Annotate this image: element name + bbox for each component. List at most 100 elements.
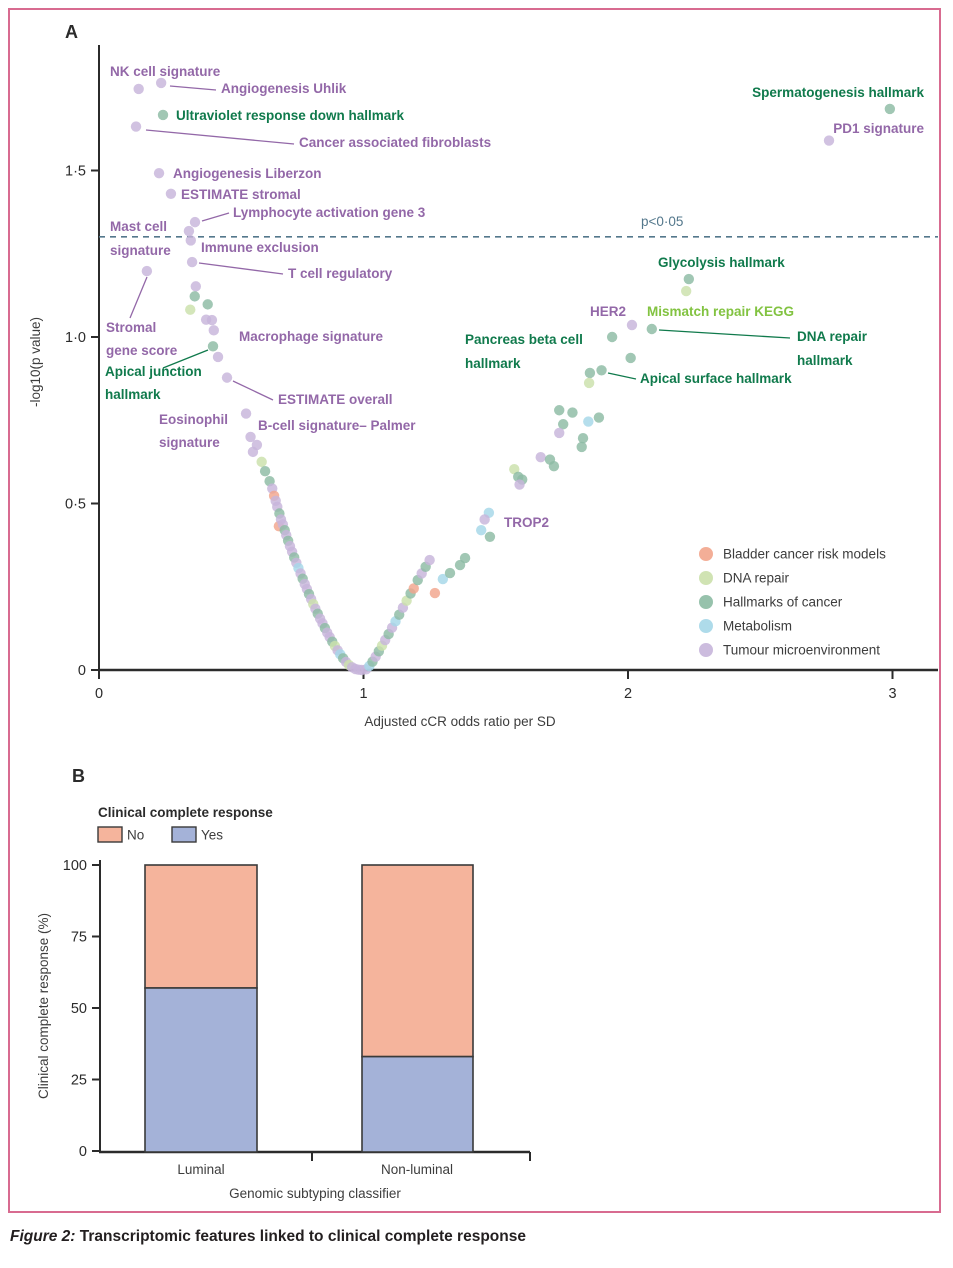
scatter-point	[606, 331, 618, 343]
scatter-point	[259, 465, 271, 477]
scatter-point	[577, 433, 589, 444]
scatter-point	[189, 291, 200, 302]
annotation-leader-line	[201, 212, 230, 222]
annotation-label: ESTIMATE stromal	[181, 187, 301, 202]
scatter-point	[626, 319, 638, 331]
annotation-leader-line	[232, 380, 274, 401]
scatter-point	[202, 299, 213, 310]
scatter-point	[444, 567, 456, 579]
annotation-leader-line	[198, 262, 284, 275]
scatter-point	[823, 135, 835, 146]
figure-caption: Figure 2: Transcriptomic features linked…	[10, 1228, 526, 1246]
scatter-point	[251, 439, 263, 451]
annotation-label: p<0·05	[641, 214, 683, 229]
scatter-point	[584, 367, 596, 379]
annotation-label: Angiogenesis Liberzon	[173, 166, 322, 181]
scatter-point	[186, 256, 198, 268]
category-label: Non-luminal	[381, 1162, 453, 1177]
scatter-point	[408, 583, 419, 594]
scatter-point	[240, 408, 252, 419]
scatter-point	[245, 431, 256, 443]
annotation-leader-line	[169, 85, 217, 91]
annotation-label: T cell regulatory	[288, 266, 393, 281]
legend-label-yes: Yes	[201, 828, 223, 843]
bar-no-0	[144, 864, 258, 989]
annotation-label: Mast cell	[110, 219, 167, 234]
scatter-point	[206, 314, 218, 326]
scatter-point	[509, 464, 520, 475]
annotation-label: Stromal	[106, 320, 156, 335]
legend-swatch-no	[97, 826, 123, 843]
figure-caption-label: Figure 2:	[10, 1228, 76, 1245]
annotation-label: Macrophage signature	[239, 329, 384, 344]
annotation-label: Spermatogenesis hallmark	[752, 85, 924, 100]
y-tick-label: 1·5	[65, 164, 86, 180]
y-tick-label: 0	[79, 1144, 87, 1160]
scatter-point	[884, 103, 896, 115]
legend-label: DNA repair	[723, 571, 790, 586]
annotation-label: ESTIMATE overall	[278, 392, 393, 407]
y-tick-label: 0·5	[65, 497, 86, 513]
scatter-point	[165, 188, 177, 200]
scatter-point	[567, 407, 578, 418]
legend-label: Tumour microenvironment	[723, 643, 880, 658]
annotation-label: Lymphocyte activation gene 3	[233, 205, 426, 220]
scatter-point	[554, 405, 565, 416]
y-tick-label: 0	[78, 663, 86, 679]
annotation-label: Pancreas beta cell	[465, 332, 583, 347]
scatter-point	[157, 109, 169, 121]
annotation-label: Angiogenesis Uhlik	[221, 81, 347, 96]
figure-caption-text: Transcriptomic features linked to clinic…	[75, 1228, 526, 1245]
annotation-leader-line	[162, 349, 209, 369]
legend-swatch-m	[699, 619, 713, 633]
scatter-point	[548, 461, 560, 472]
scatter-point	[221, 372, 233, 383]
panel-a-x-axis-title: Adjusted cCR odds ratio per SD	[364, 714, 556, 729]
scatter-point	[683, 273, 695, 285]
scatter-point	[185, 304, 196, 315]
annotation-label: B-cell signature– Palmer	[258, 418, 416, 433]
annotation-label: signature	[110, 243, 171, 258]
annotation-label: Apical surface hallmark	[640, 371, 792, 386]
scatter-point	[185, 235, 196, 246]
panel-b-y-axis-title: Clinical complete response (%)	[36, 913, 51, 1099]
annotation-label: Cancer associated fibroblasts	[299, 135, 491, 150]
annotation-label: Glycolysis hallmark	[658, 255, 785, 270]
scatter-point	[583, 416, 594, 427]
y-tick-label: 75	[71, 930, 87, 946]
scatter-point	[183, 225, 195, 237]
annotation-label: NK cell signature	[110, 64, 221, 79]
scatter-point	[429, 587, 441, 599]
scatter-point	[437, 573, 449, 585]
scatter-point	[189, 216, 201, 228]
scatter-point	[576, 441, 587, 453]
legend-label-no: No	[127, 828, 144, 843]
panel-b-label: B	[72, 766, 85, 786]
scatter-point	[208, 325, 219, 336]
x-tick-label: 1	[359, 686, 367, 702]
scatter-point	[680, 285, 692, 297]
annotation-label: hallmark	[465, 356, 521, 371]
y-tick-label: 50	[71, 1001, 87, 1017]
scatter-point	[207, 341, 219, 352]
annotation-label: DNA repair	[797, 329, 868, 344]
legend-swatch-d	[699, 571, 713, 585]
y-tick-label: 25	[71, 1073, 87, 1089]
scatter-point	[554, 427, 565, 439]
scatter-point	[141, 265, 153, 277]
x-tick-label: 3	[888, 686, 896, 702]
annotation-leader-line	[129, 276, 148, 319]
scatter-point	[130, 121, 142, 132]
scatter-point	[479, 514, 490, 525]
scatter-point	[535, 452, 546, 463]
scatter-point	[256, 456, 267, 468]
scatter-point	[596, 365, 607, 376]
scatter-point	[133, 83, 144, 95]
annotation-label: Apical junction	[105, 364, 202, 379]
annotation-leader-line	[607, 372, 637, 380]
scatter-point	[583, 377, 595, 389]
bar-yes-1	[361, 1055, 474, 1153]
legend-label: Metabolism	[723, 619, 792, 634]
panel-a-label: A	[65, 22, 78, 42]
